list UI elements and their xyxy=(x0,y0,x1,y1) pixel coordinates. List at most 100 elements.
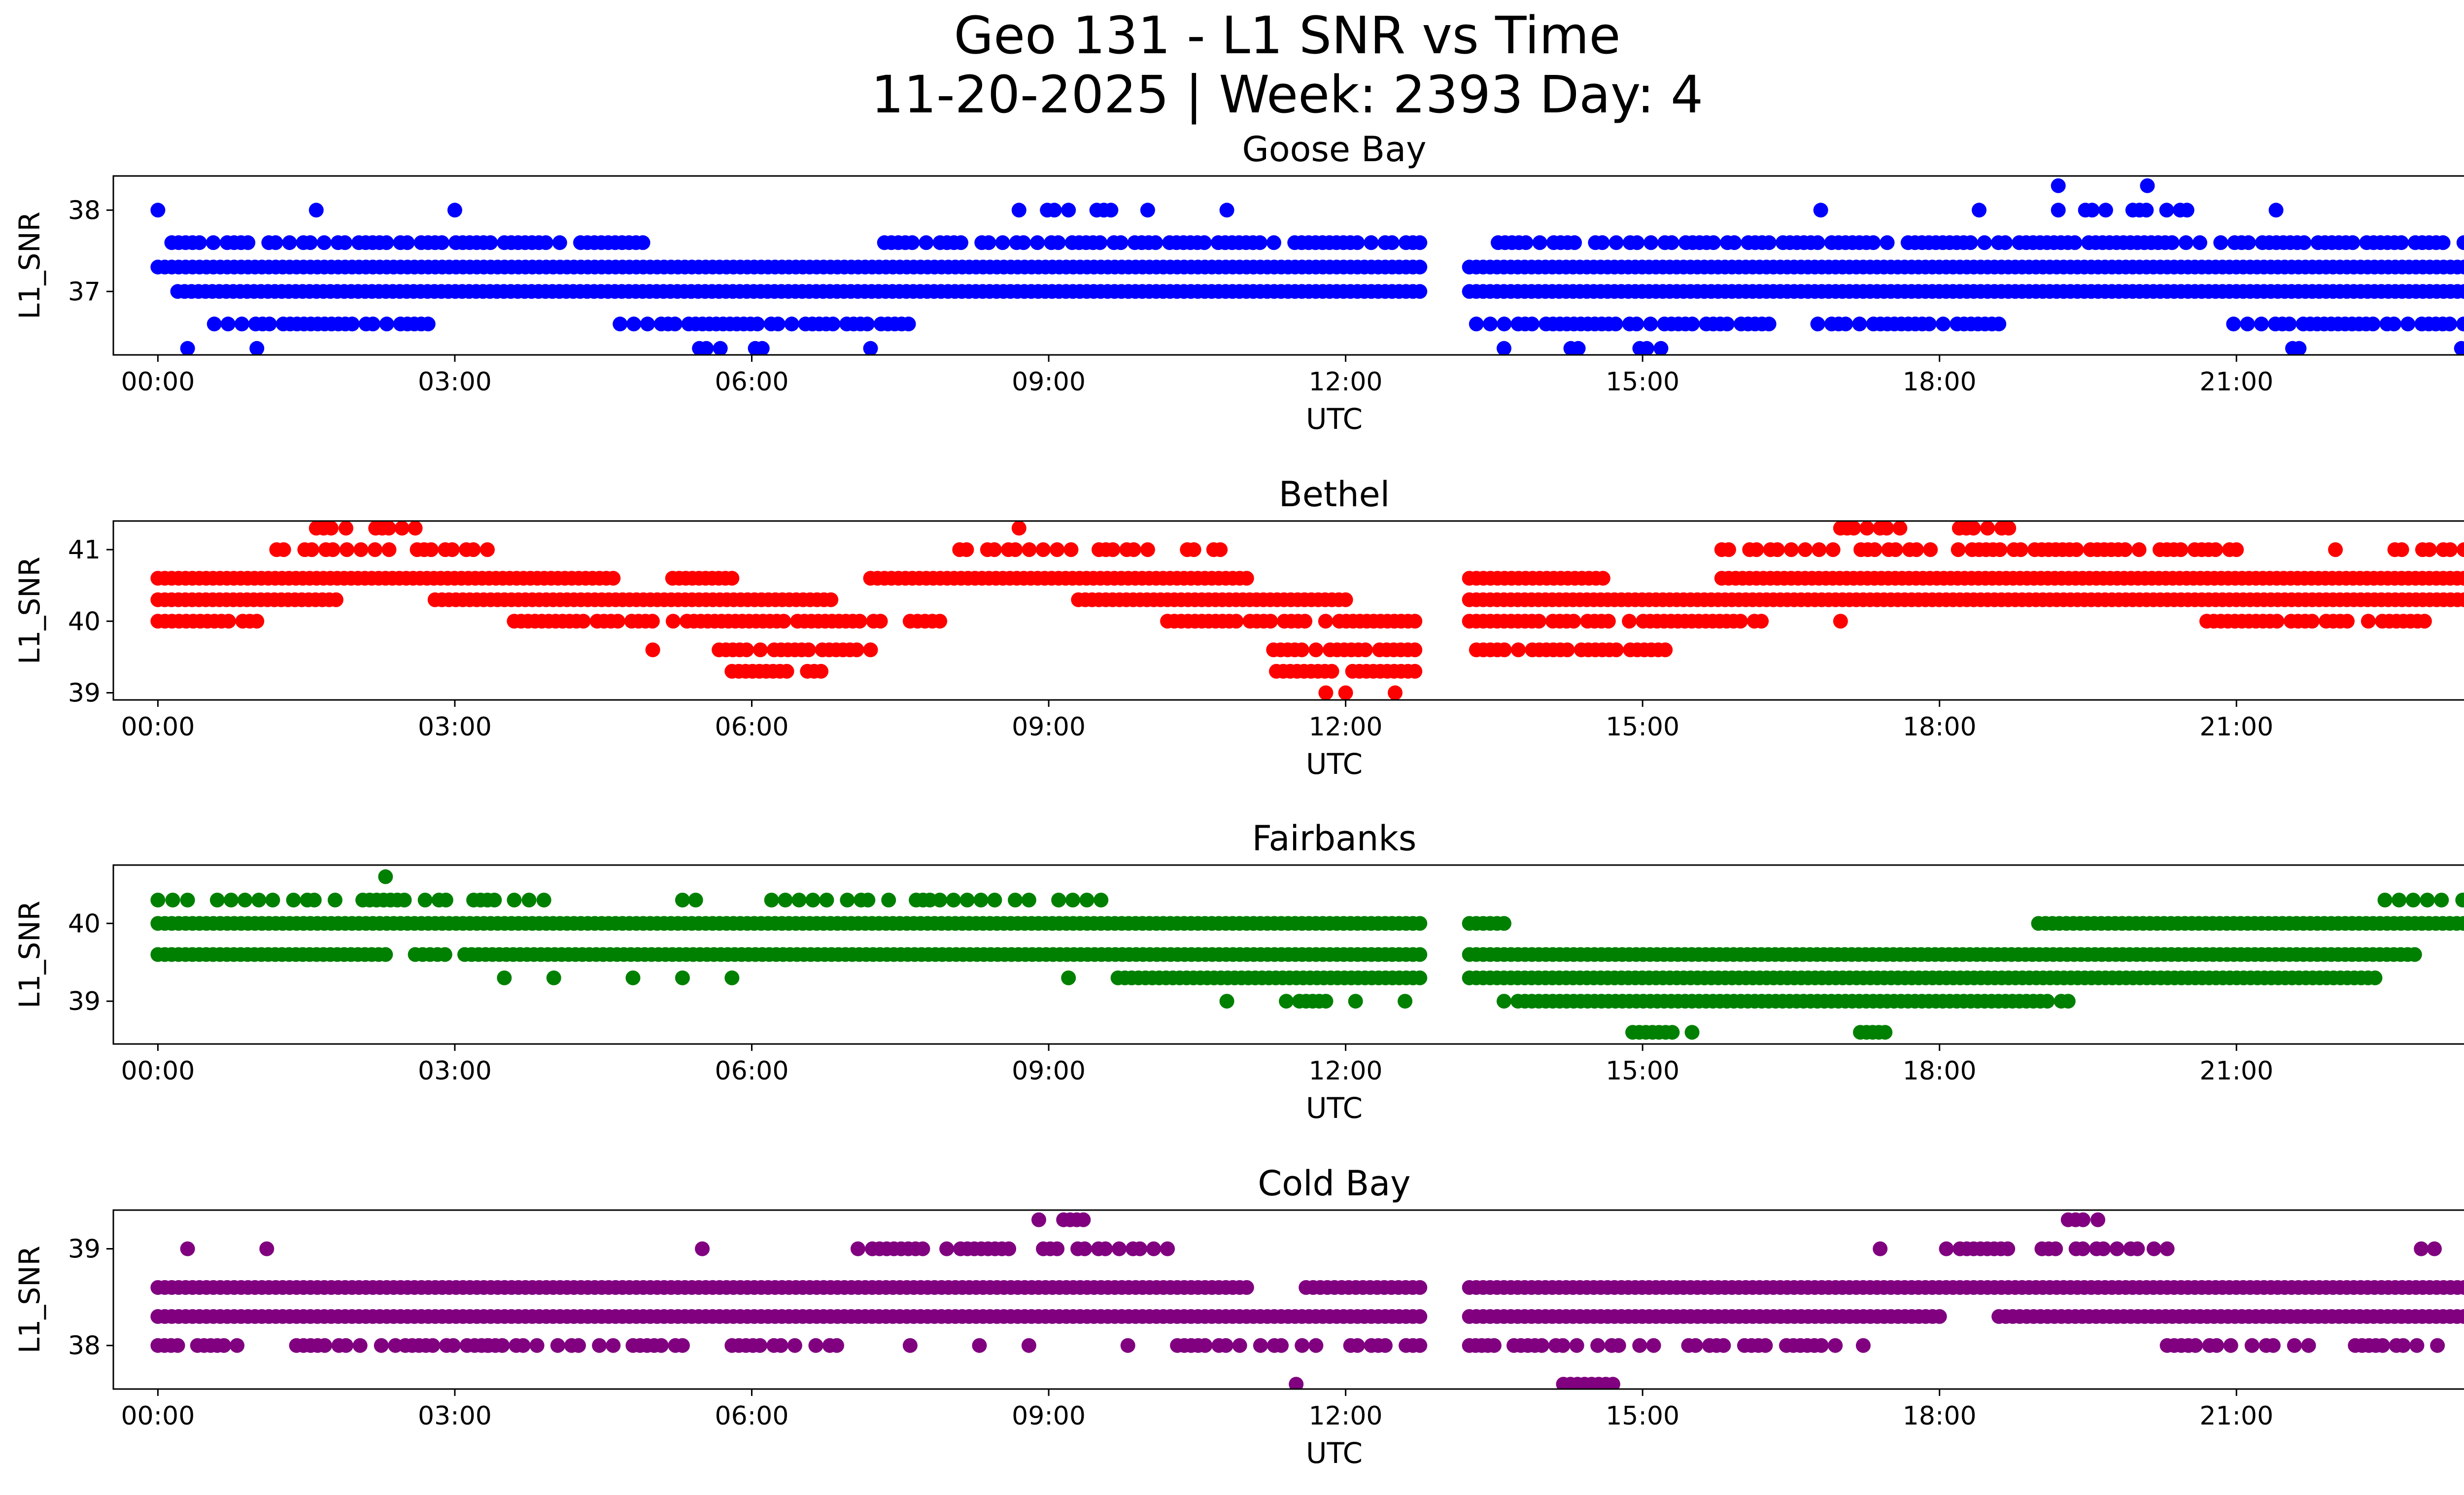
subplot-title: Goose Bay xyxy=(1242,129,1426,170)
data-point xyxy=(776,614,791,629)
data-point xyxy=(2396,1338,2411,1353)
data-point xyxy=(1595,571,1610,586)
data-point xyxy=(1008,542,1023,557)
data-point xyxy=(1966,521,1981,536)
data-point xyxy=(1892,521,1908,536)
y-axis-label: L1_SNR xyxy=(13,556,46,664)
data-point xyxy=(1377,1338,1393,1353)
data-point xyxy=(337,235,352,250)
data-point xyxy=(1880,235,1895,250)
data-point xyxy=(1828,1338,1843,1353)
data-point xyxy=(1021,1338,1036,1353)
data-point xyxy=(1867,542,1882,557)
data-point xyxy=(635,235,650,250)
x-tick-label: 12:00 xyxy=(1309,1401,1383,1431)
data-point xyxy=(379,235,394,250)
data-point xyxy=(538,235,553,250)
data-point xyxy=(2067,235,2083,250)
data-point xyxy=(221,614,236,629)
data-point xyxy=(352,1338,368,1353)
figure-subtitle: 11-20-2025 | Week: 2393 Day: 4 xyxy=(871,65,1703,125)
scatter-series xyxy=(150,869,2464,1040)
data-point xyxy=(497,970,512,985)
data-point xyxy=(606,571,621,586)
data-point xyxy=(2265,1338,2281,1353)
data-point xyxy=(1664,235,1679,250)
data-point xyxy=(850,1241,865,1256)
data-point xyxy=(1412,1280,1428,1295)
data-point xyxy=(739,642,754,658)
x-tick-label: 21:00 xyxy=(2199,1401,2273,1431)
data-point xyxy=(1077,1241,1093,1256)
data-point xyxy=(571,1338,586,1353)
x-tick-label: 03:00 xyxy=(418,367,492,397)
data-point xyxy=(1567,235,1582,250)
data-point xyxy=(2051,178,2066,193)
data-point xyxy=(1407,642,1423,658)
data-point xyxy=(2254,316,2269,332)
data-point xyxy=(150,203,166,218)
data-point xyxy=(2442,316,2458,332)
data-point xyxy=(1412,235,1428,250)
data-point xyxy=(784,316,799,332)
data-point xyxy=(2159,1241,2175,1256)
data-point xyxy=(626,316,642,332)
data-point xyxy=(1412,284,1428,299)
data-point xyxy=(1524,316,1540,332)
data-point xyxy=(773,1338,788,1353)
data-point xyxy=(1770,542,1785,557)
x-tick-label: 09:00 xyxy=(1012,367,1086,397)
data-point xyxy=(2226,316,2241,332)
data-point xyxy=(1213,542,1228,557)
data-point xyxy=(863,642,878,658)
data-point xyxy=(507,893,522,908)
data-point xyxy=(1219,203,1234,218)
x-tick-label: 21:00 xyxy=(2199,367,2273,397)
data-point xyxy=(400,235,415,250)
data-point xyxy=(1098,1241,1113,1256)
data-point xyxy=(2192,235,2208,250)
data-point xyxy=(1239,1280,1254,1295)
data-point xyxy=(1852,316,1867,332)
data-point xyxy=(849,642,864,658)
data-point xyxy=(339,521,353,536)
data-point xyxy=(754,341,770,355)
data-point xyxy=(2377,893,2393,908)
data-point xyxy=(365,316,380,332)
x-tick-label: 12:00 xyxy=(1309,367,1383,397)
data-point xyxy=(2179,203,2194,218)
data-point xyxy=(959,893,975,908)
data-point xyxy=(2048,1241,2063,1256)
data-point xyxy=(1534,1338,1549,1353)
data-point xyxy=(2328,542,2343,557)
data-point xyxy=(1992,542,2008,557)
data-point xyxy=(1047,203,1062,218)
data-point xyxy=(1050,542,1065,557)
data-point xyxy=(1318,994,1334,1009)
data-point xyxy=(328,592,343,607)
data-point xyxy=(1008,893,1023,908)
data-point xyxy=(946,893,961,908)
data-point xyxy=(1350,1338,1365,1353)
data-point xyxy=(1398,994,1413,1009)
data-point xyxy=(1754,614,1769,629)
x-axis-label: UTC xyxy=(1306,1436,1363,1470)
y-axis-label: L1_SNR xyxy=(13,1246,46,1354)
x-tick-label: 00:00 xyxy=(121,1401,195,1431)
data-point xyxy=(675,1338,690,1353)
data-point xyxy=(447,203,462,218)
data-point xyxy=(1643,316,1658,332)
data-point xyxy=(2457,259,2464,275)
data-point xyxy=(2130,1241,2145,1256)
data-point xyxy=(2461,343,2464,354)
data-point xyxy=(437,947,452,962)
data-point xyxy=(2454,341,2464,355)
data-point xyxy=(230,1338,245,1353)
data-point xyxy=(915,1241,930,1256)
data-point xyxy=(1758,1338,1773,1353)
data-point xyxy=(339,1338,354,1353)
data-point xyxy=(2131,542,2147,557)
data-point xyxy=(344,316,360,332)
data-point xyxy=(249,341,265,355)
data-point xyxy=(397,893,412,908)
